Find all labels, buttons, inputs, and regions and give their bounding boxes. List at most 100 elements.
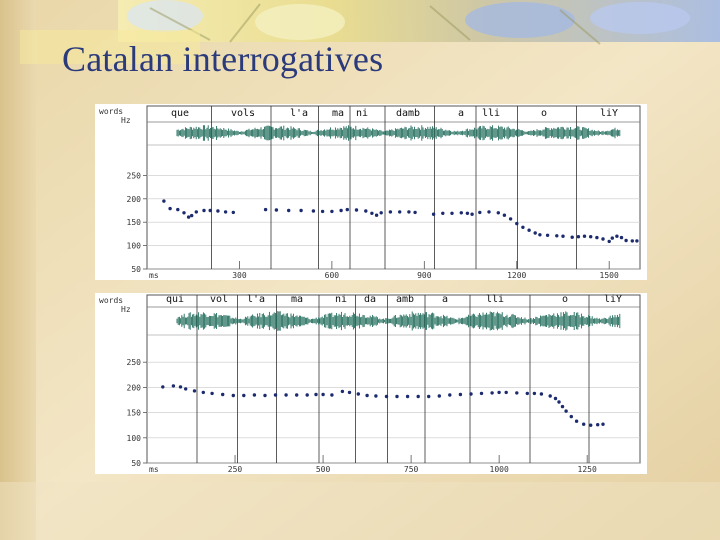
pitch-point [553, 396, 558, 401]
pitch-point [330, 393, 334, 397]
word-label: liY [600, 108, 618, 119]
pitch-point [208, 208, 212, 213]
pitch-point [395, 394, 399, 399]
pitch-point [242, 393, 246, 398]
x-tick-label: 500 [316, 465, 331, 474]
pitch-point [284, 393, 288, 397]
pitch-point [619, 235, 624, 240]
pitch-point [354, 208, 359, 212]
pitch-point [615, 234, 619, 238]
pitch-point [601, 237, 605, 241]
word-label: da [364, 294, 376, 305]
pitch-point [496, 211, 500, 215]
pitch-point [478, 210, 482, 215]
pitch-point [470, 212, 474, 216]
pitch-point [340, 389, 345, 394]
pitch-point [168, 206, 172, 211]
word-label: l'a [247, 294, 265, 305]
pitch-point [560, 404, 565, 409]
x-tick-label: 250 [228, 465, 243, 474]
word-label: ma [291, 294, 303, 305]
pitch-point [539, 392, 544, 396]
pitch-point [339, 208, 343, 213]
word-label: lli [486, 294, 504, 305]
pitch-point [192, 389, 197, 393]
word-label: damb [396, 108, 420, 119]
pitch-point [364, 209, 368, 213]
pitch-point [624, 238, 628, 243]
pitch-point [223, 210, 228, 214]
pitch-point [162, 199, 166, 203]
word-label: liY [604, 294, 622, 305]
x-tick-label: 1250 [578, 465, 597, 474]
pitch-point [555, 234, 559, 238]
pitch-point [635, 239, 639, 243]
pitch-point [321, 392, 325, 397]
pitch-point [311, 209, 316, 213]
pitch-point [182, 211, 186, 215]
pitch-point [610, 236, 614, 240]
y-tick-label: 250 [127, 358, 142, 367]
x-tick-label: 600 [325, 271, 340, 280]
word-label: a [442, 294, 448, 305]
pitch-point [305, 393, 309, 397]
pitch-point [448, 393, 452, 397]
hz-label: Hz [121, 305, 131, 314]
pitch-point [330, 209, 334, 214]
pitch-point [416, 394, 420, 399]
ms-label: ms [149, 465, 159, 474]
pitch-point [508, 217, 513, 221]
pitch-point [502, 213, 507, 217]
pitch-point [374, 213, 379, 217]
word-label: a [458, 108, 464, 119]
pitch-point [450, 211, 454, 215]
x-tick-label: 1500 [600, 271, 619, 280]
pitch-point [441, 211, 445, 215]
y-tick-label: 250 [127, 171, 142, 180]
pitch-point [564, 409, 568, 413]
y-tick-label: 150 [127, 409, 142, 418]
pitch-point [287, 208, 291, 213]
pitch-point [374, 394, 378, 398]
x-tick-label: 1000 [490, 465, 509, 474]
pitch-point [458, 392, 463, 397]
pitch-point [216, 209, 220, 213]
pitch-point [595, 235, 599, 240]
hz-label: Hz [121, 116, 131, 125]
pitch-point [178, 385, 183, 389]
pitch-point [521, 225, 525, 229]
pitch-point [194, 210, 198, 214]
y-tick-label: 200 [127, 383, 142, 392]
word-label: qui [166, 294, 184, 305]
slide-title: Catalan interrogatives [62, 39, 384, 79]
pitch-point [263, 207, 268, 212]
pitch-point [570, 235, 574, 239]
word-label: amb [396, 294, 414, 305]
pitch-point [589, 235, 593, 239]
y-tick-label: 50 [131, 265, 141, 274]
pitch-point [538, 233, 542, 237]
pitch-point [320, 209, 325, 214]
pitch-chart-1: words Hz ms 50 100 150 200 250 300 600 900 1200 1500… [95, 104, 647, 280]
pitch-point [210, 391, 214, 396]
word-label: ni [356, 108, 368, 119]
pitch-point [557, 400, 561, 404]
pitch-point [370, 211, 374, 215]
pitch-point [379, 211, 383, 215]
pitch-point [427, 394, 431, 399]
pitch-point [263, 393, 267, 398]
ms-label: ms [149, 271, 159, 280]
pitch-point [314, 392, 318, 397]
pitch-point [171, 384, 176, 388]
pitch-point [273, 393, 278, 397]
pitch-point [231, 210, 235, 215]
pitch-point [202, 208, 206, 213]
word-label: l'a [290, 108, 308, 119]
pitch-chart-2: words Hz ms 50 100 150 200 250 250 500 750 1000 1250… [95, 293, 647, 474]
word-label: ni [335, 294, 347, 305]
waveform [176, 125, 621, 141]
pitch-point [345, 207, 349, 212]
word-label: ma [332, 108, 344, 119]
